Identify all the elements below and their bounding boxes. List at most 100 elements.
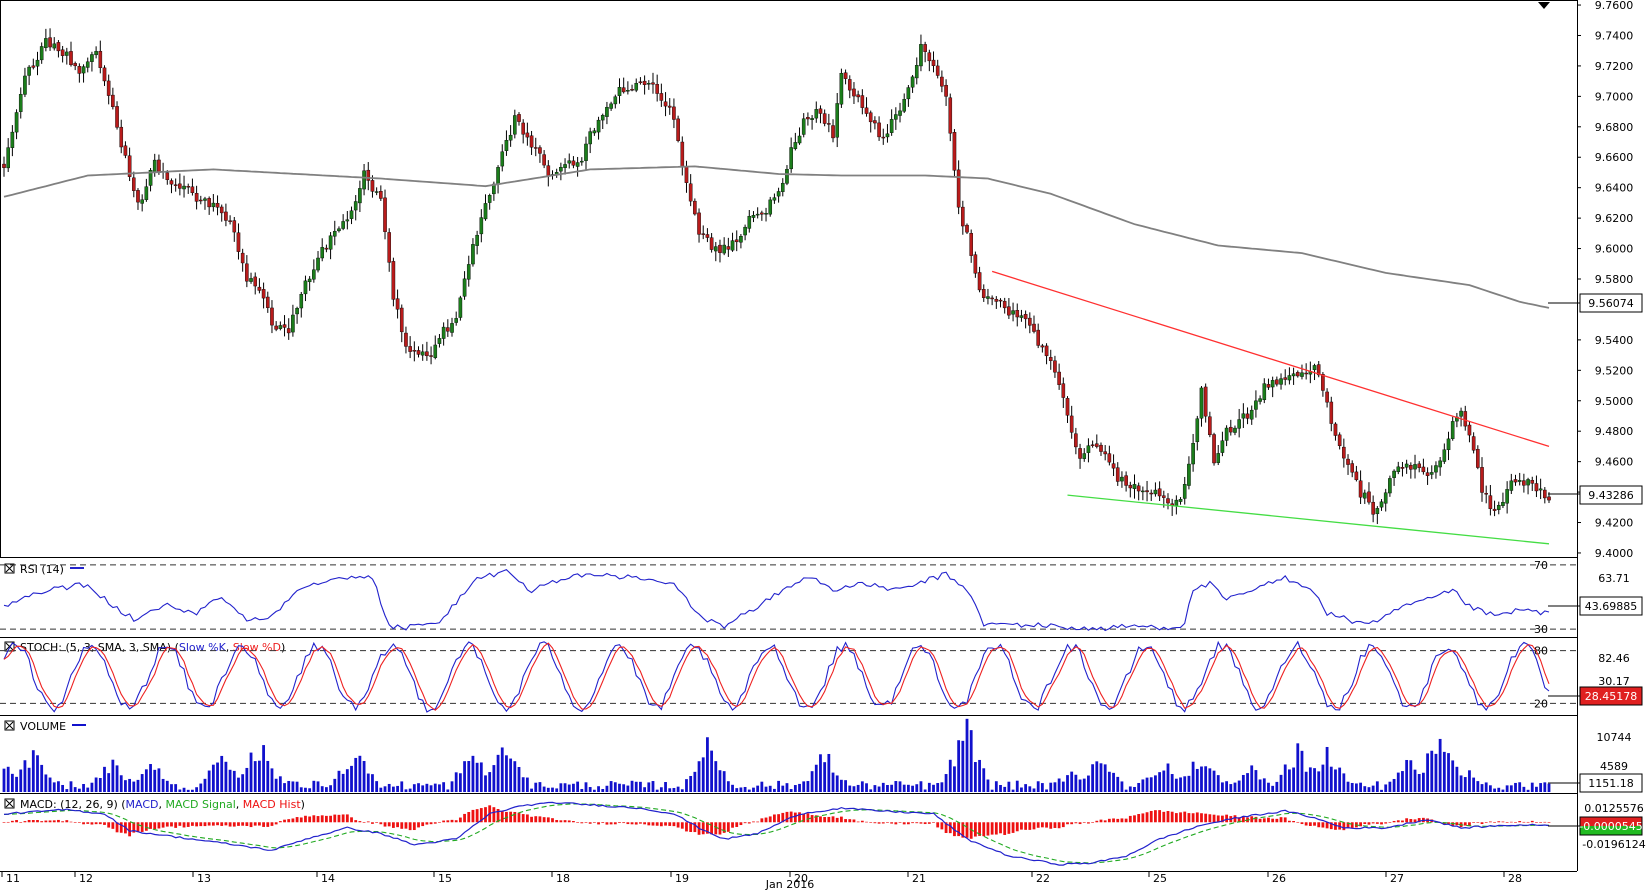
volume-bar [1535, 786, 1538, 792]
candle [437, 334, 442, 348]
candle-body [1287, 375, 1292, 381]
volume-bar [266, 760, 270, 792]
triangle-down-icon[interactable] [1538, 2, 1550, 9]
candle [755, 207, 760, 219]
macd-hist-bar [82, 822, 85, 825]
candle [1300, 364, 1304, 380]
candle-body [768, 199, 773, 215]
candle-body [1241, 413, 1246, 419]
macd-hist-bar [1233, 815, 1237, 823]
macd-hist-bar [1346, 822, 1350, 829]
volume-bar [1434, 753, 1438, 792]
candle-body [450, 323, 454, 333]
volume-bar [1375, 781, 1379, 792]
candle-body [902, 99, 907, 112]
macd-hist-bar [1204, 813, 1208, 823]
volume-bar [739, 787, 743, 792]
volume-bar [350, 765, 353, 792]
macd-hist-bar [128, 822, 132, 837]
candle [353, 195, 358, 221]
macd-hist-bar [287, 819, 291, 823]
candle [1237, 408, 1241, 438]
volume-bar [982, 768, 986, 792]
macd-hist-bar [1505, 822, 1509, 823]
date-tick-label: 19 [675, 872, 689, 885]
candle [94, 46, 98, 59]
candle-body [236, 232, 241, 252]
candle-body [726, 246, 731, 250]
macd-hist-bar [1267, 817, 1270, 823]
macd-hist-bar [559, 820, 563, 823]
macd-hist-bar [743, 822, 747, 824]
volume-bar [232, 770, 236, 792]
candle [1283, 369, 1288, 386]
volume-bar [23, 760, 27, 792]
macd-hist-bar [107, 822, 111, 828]
macd-hist-bar [919, 822, 923, 824]
macd-hist-bar [396, 822, 399, 828]
candle-body [203, 198, 207, 201]
candle-body [948, 97, 953, 134]
candle-body [646, 83, 651, 85]
macd-hist-bar [421, 822, 425, 827]
close-box-icon[interactable] [4, 798, 15, 809]
stoch-legend-k: Slow %K [179, 641, 227, 654]
candle-body [119, 126, 124, 148]
date-tick-label: 20 [794, 872, 808, 885]
candle [483, 194, 488, 221]
candle-body [1208, 416, 1212, 436]
macd-hist-bar [567, 820, 571, 823]
volume-bar [1091, 764, 1095, 792]
macd-hist-bar [1518, 821, 1522, 823]
price-tick-label: 9.6400 [1595, 182, 1634, 195]
macd-hist-bar [923, 822, 927, 825]
volume-bar [1061, 781, 1065, 792]
volume-bar [182, 787, 186, 792]
volume-bar [1426, 753, 1429, 792]
candle-body [1509, 480, 1514, 491]
volume-bar [1451, 760, 1455, 792]
macd-hist-bar [1179, 812, 1182, 823]
volume-bar [831, 772, 835, 792]
candle [48, 28, 52, 51]
candle-body [1065, 398, 1070, 416]
close-box-icon[interactable] [4, 563, 15, 574]
volume-bar [1509, 785, 1513, 792]
macd-hist-bar [241, 822, 245, 826]
macd-hist-bar [1296, 821, 1300, 823]
candle-body [1304, 372, 1308, 375]
candle [65, 47, 69, 65]
candle [1371, 495, 1375, 523]
volume-bar [341, 773, 345, 792]
macd-hist-bar [701, 822, 705, 835]
stoch-slow-k-line [3, 640, 1550, 713]
candle-body [504, 140, 509, 151]
candle [797, 127, 802, 145]
candle-body [123, 145, 128, 156]
volume-bar [312, 780, 316, 792]
candle [1287, 367, 1292, 385]
volume-bar [1313, 768, 1316, 792]
macd-hist-bar [881, 822, 885, 824]
macd-hist-bar [973, 822, 977, 837]
candle [1446, 431, 1451, 461]
volume-bar [1049, 782, 1053, 792]
candle [772, 193, 777, 204]
candle-body [672, 106, 676, 120]
macd-hist-bar [316, 816, 320, 823]
volume-bar [128, 778, 132, 792]
candle [1442, 443, 1447, 464]
price-tick-label: 9.7000 [1595, 90, 1634, 103]
candle-body [856, 94, 860, 98]
close-box-icon[interactable] [4, 720, 15, 731]
macd-hist-bar [1107, 818, 1111, 823]
candle [23, 67, 27, 98]
candle-body [1216, 453, 1221, 463]
macd-hist-bar [1535, 822, 1538, 823]
macd-hist-bar [228, 822, 232, 827]
macd-hist-bar [693, 822, 697, 833]
volume-bar [906, 784, 910, 792]
date-tick-label: 11 [6, 872, 20, 885]
candle-body [709, 237, 714, 250]
candle-body [232, 220, 237, 233]
